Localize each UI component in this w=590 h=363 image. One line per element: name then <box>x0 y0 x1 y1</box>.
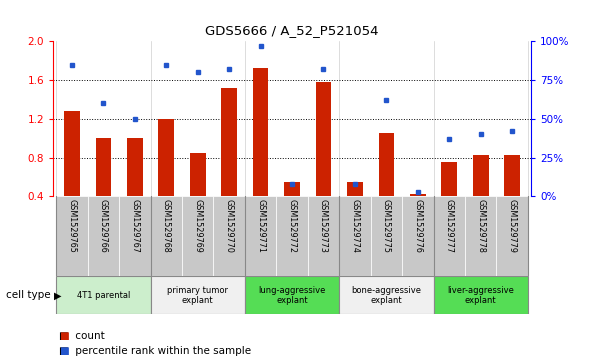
Bar <box>410 195 425 196</box>
Text: GSM1529766: GSM1529766 <box>99 199 108 253</box>
Bar <box>56 276 150 314</box>
Bar <box>96 138 112 196</box>
Bar <box>276 196 308 276</box>
Bar <box>56 196 88 276</box>
Bar <box>379 133 394 196</box>
Bar <box>371 196 402 276</box>
Text: ■: ■ <box>59 346 69 356</box>
Bar <box>339 276 434 314</box>
Text: GSM1529769: GSM1529769 <box>194 199 202 253</box>
Bar <box>308 196 339 276</box>
Bar <box>253 69 268 196</box>
Text: GSM1529773: GSM1529773 <box>319 199 328 253</box>
Text: GSM1529774: GSM1529774 <box>350 199 359 253</box>
Text: lung-aggressive
explant: lung-aggressive explant <box>258 286 326 305</box>
Text: ■  count: ■ count <box>59 331 105 342</box>
Text: ▶: ▶ <box>54 290 62 300</box>
Bar <box>150 276 245 314</box>
Text: GSM1529777: GSM1529777 <box>445 199 454 253</box>
Bar <box>245 276 339 314</box>
Bar <box>402 196 434 276</box>
Bar <box>434 276 528 314</box>
Bar <box>496 196 528 276</box>
Bar <box>316 82 332 196</box>
Text: GSM1529770: GSM1529770 <box>225 199 234 253</box>
Bar <box>465 196 496 276</box>
Bar <box>119 196 150 276</box>
Bar <box>347 182 363 196</box>
Text: liver-aggressive
explant: liver-aggressive explant <box>447 286 514 305</box>
Text: cell type: cell type <box>5 290 50 300</box>
Title: GDS5666 / A_52_P521054: GDS5666 / A_52_P521054 <box>205 24 379 37</box>
Text: GSM1529772: GSM1529772 <box>287 199 297 253</box>
Bar <box>64 111 80 196</box>
Bar <box>473 155 489 196</box>
Text: 4T1 parental: 4T1 parental <box>77 291 130 300</box>
Text: primary tumor
explant: primary tumor explant <box>167 286 228 305</box>
Bar <box>159 119 174 196</box>
Bar <box>214 196 245 276</box>
Bar <box>434 196 465 276</box>
Text: GSM1529768: GSM1529768 <box>162 199 171 253</box>
Bar <box>150 196 182 276</box>
Bar <box>284 182 300 196</box>
Bar <box>88 196 119 276</box>
Text: ■  percentile rank within the sample: ■ percentile rank within the sample <box>59 346 251 356</box>
Bar <box>127 138 143 196</box>
Text: GSM1529767: GSM1529767 <box>130 199 139 253</box>
Bar <box>339 196 371 276</box>
Bar <box>221 88 237 196</box>
Bar <box>245 196 276 276</box>
Bar <box>441 163 457 196</box>
Text: GSM1529776: GSM1529776 <box>414 199 422 253</box>
Text: GSM1529778: GSM1529778 <box>476 199 485 253</box>
Text: bone-aggressive
explant: bone-aggressive explant <box>352 286 421 305</box>
Text: GSM1529771: GSM1529771 <box>256 199 265 253</box>
Text: GSM1529779: GSM1529779 <box>507 199 517 253</box>
Bar <box>190 153 205 196</box>
Text: GSM1529775: GSM1529775 <box>382 199 391 253</box>
Text: GSM1529765: GSM1529765 <box>67 199 77 253</box>
Text: ■: ■ <box>59 331 69 342</box>
Bar <box>504 155 520 196</box>
Bar <box>182 196 214 276</box>
